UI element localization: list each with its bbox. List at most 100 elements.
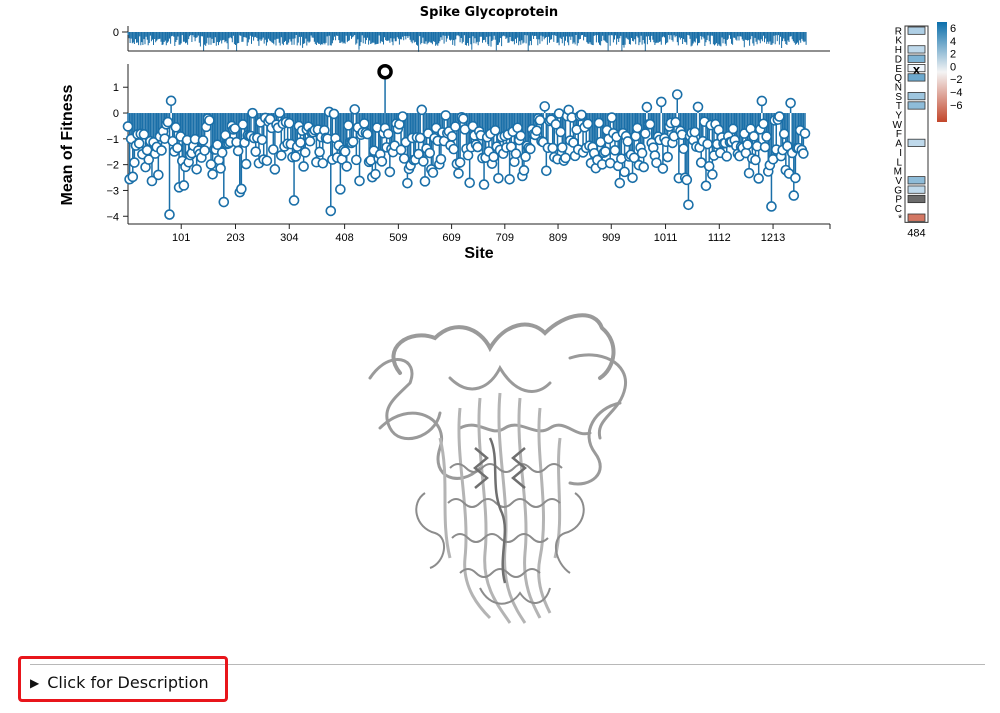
- lollipop-point[interactable]: [122, 121, 134, 132]
- lollipop-point[interactable]: [464, 177, 475, 189]
- lollipop-point[interactable]: [488, 151, 499, 163]
- lollipop-point[interactable]: [295, 137, 306, 148]
- lollipop-point[interactable]: [398, 153, 410, 164]
- lollipop-point[interactable]: [750, 154, 761, 166]
- lollipop-point[interactable]: [341, 161, 353, 172]
- lollipop-point[interactable]: [640, 128, 651, 139]
- lollipop-point[interactable]: [267, 144, 279, 155]
- lollipop-point[interactable]: [153, 169, 164, 181]
- lollipop-point[interactable]: [657, 163, 669, 174]
- heatmap-cell[interactable]: [907, 92, 926, 101]
- lollipop-point[interactable]: [446, 131, 458, 142]
- lollipop-point[interactable]: [756, 95, 768, 107]
- lollipop-point[interactable]: [325, 205, 337, 217]
- lollipop-point[interactable]: [541, 165, 552, 177]
- lollipop-points[interactable]: [122, 63, 811, 220]
- lollipop-point[interactable]: [362, 128, 373, 140]
- lollipop-point[interactable]: [453, 168, 464, 179]
- lollipop-point[interactable]: [504, 174, 515, 185]
- lollipop-point[interactable]: [547, 142, 559, 154]
- lollipop-point[interactable]: [427, 167, 439, 178]
- lollipop-point[interactable]: [774, 111, 785, 122]
- lollipop-point[interactable]: [236, 183, 247, 195]
- lollipop-point[interactable]: [683, 199, 694, 211]
- lollipop-point[interactable]: [419, 176, 431, 187]
- lollipop-point[interactable]: [550, 119, 562, 130]
- lollipop-point[interactable]: [761, 131, 772, 142]
- lollipop-point[interactable]: [164, 209, 175, 220]
- lollipop-point[interactable]: [505, 141, 517, 153]
- lollipop-point[interactable]: [788, 190, 800, 201]
- lollipop-point[interactable]: [614, 177, 626, 189]
- lollipop-point[interactable]: [314, 146, 325, 158]
- lollipop-point[interactable]: [753, 173, 764, 184]
- lollipop-point[interactable]: [418, 156, 429, 167]
- lollipop-point[interactable]: [609, 145, 621, 156]
- lollipop-point[interactable]: [299, 147, 311, 158]
- lollipop-point[interactable]: [199, 145, 210, 156]
- lollipop-point[interactable]: [515, 130, 527, 142]
- lollipop-point[interactable]: [138, 129, 150, 140]
- lollipop-point[interactable]: [440, 110, 452, 121]
- lollipop-point[interactable]: [215, 163, 226, 174]
- lollipop-point[interactable]: [644, 118, 656, 130]
- lollipop-point[interactable]: [632, 122, 643, 134]
- lollipop-point[interactable]: [489, 124, 501, 136]
- description-toggle[interactable]: ▶ Click for Description: [30, 673, 209, 692]
- heatmap-cell[interactable]: [907, 138, 926, 147]
- lollipop-point[interactable]: [638, 161, 650, 173]
- lollipop-point[interactable]: [790, 172, 801, 184]
- lollipop-point[interactable]: [205, 159, 217, 170]
- lollipop-point[interactable]: [450, 121, 461, 132]
- lollipop-point[interactable]: [702, 138, 713, 150]
- heatmap-cell[interactable]: [907, 213, 926, 222]
- heatmap-cell[interactable]: [907, 73, 926, 82]
- lollipop-point[interactable]: [129, 157, 140, 168]
- lollipop-point[interactable]: [339, 146, 351, 157]
- lollipop-point[interactable]: [510, 148, 522, 160]
- lollipop-point[interactable]: [525, 143, 536, 155]
- lollipop-point[interactable]: [689, 126, 701, 138]
- lollipop-point[interactable]: [435, 153, 447, 165]
- lollipop-point[interactable]: [556, 142, 568, 153]
- lollipop-point[interactable]: [382, 128, 394, 140]
- lollipop-point[interactable]: [748, 131, 760, 142]
- lollipop-point[interactable]: [384, 166, 396, 178]
- lollipop-point[interactable]: [304, 135, 316, 147]
- lollipop-point[interactable]: [531, 125, 543, 137]
- lollipop-point[interactable]: [593, 117, 605, 129]
- heatmap-cell[interactable]: [907, 54, 926, 63]
- lollipop-point[interactable]: [785, 97, 796, 109]
- lollipop-point[interactable]: [156, 145, 167, 156]
- lollipop-point[interactable]: [655, 96, 667, 108]
- lollipop-point[interactable]: [261, 155, 273, 167]
- lollipop-point[interactable]: [413, 148, 424, 160]
- lollipop-point[interactable]: [606, 112, 618, 123]
- lollipop-point[interactable]: [707, 169, 718, 180]
- lollipop-point[interactable]: [204, 115, 215, 126]
- lollipop-point[interactable]: [290, 151, 301, 162]
- lollipop-point[interactable]: [172, 142, 183, 154]
- lollipop-point[interactable]: [275, 150, 287, 161]
- lollipop-point[interactable]: [317, 157, 329, 169]
- lollipop-point[interactable]: [229, 123, 241, 134]
- lollipop-point[interactable]: [424, 147, 436, 159]
- lollipop-point[interactable]: [520, 151, 531, 162]
- lollipop-point[interactable]: [298, 161, 309, 172]
- lollipop-point[interactable]: [681, 174, 693, 186]
- lollipop-point[interactable]: [448, 143, 460, 155]
- lollipop-point[interactable]: [636, 147, 648, 159]
- lollipop-point[interactable]: [743, 167, 755, 179]
- lollipop-point[interactable]: [207, 169, 218, 180]
- lollipop-point[interactable]: [402, 177, 413, 189]
- lollipop-point[interactable]: [256, 134, 268, 146]
- lollipop-point[interactable]: [721, 151, 733, 162]
- lollipop-point[interactable]: [146, 175, 158, 187]
- lollipop-point[interactable]: [250, 146, 262, 157]
- overview-track[interactable]: 0: [113, 26, 830, 52]
- lollipop-point[interactable]: [343, 120, 354, 131]
- lollipop-point[interactable]: [414, 132, 426, 144]
- lollipop-point[interactable]: [178, 180, 190, 191]
- lollipop-point[interactable]: [397, 111, 408, 122]
- lollipop-point[interactable]: [247, 107, 258, 119]
